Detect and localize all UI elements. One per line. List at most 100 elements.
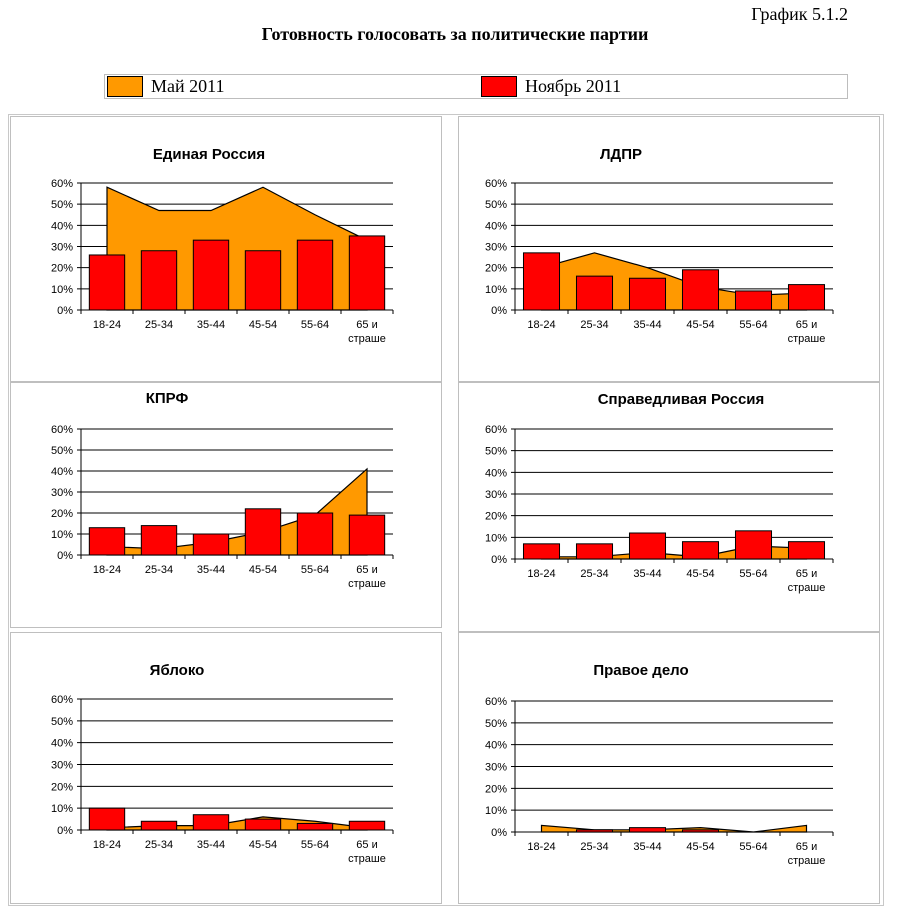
y-tick-label: 20% bbox=[485, 511, 507, 523]
chart-spravedlivaya-rossiya: Справедливая Россия 0% 10% 20% 30% 40% 50% 60% 1… bbox=[485, 391, 834, 594]
y-tick-label: 40% bbox=[51, 738, 73, 750]
y-tick-label: 50% bbox=[51, 445, 73, 457]
x-tick-label: 25-34 bbox=[580, 568, 608, 580]
bar-november-2011 bbox=[522, 252, 561, 311]
bar-november-2011 bbox=[296, 512, 334, 556]
x-tick-label: 35-44 bbox=[633, 568, 661, 580]
x-tick-label: 25-34 bbox=[145, 319, 173, 331]
chart-panel-ldpr: ЛДПР 0% 10% 20% 30% 40% 50% 60% 18-24 25-34 35-44 4… bbox=[458, 116, 880, 382]
y-tick-label: 10% bbox=[485, 284, 507, 296]
y-tick-label: 50% bbox=[485, 446, 507, 458]
y-tick-label: 20% bbox=[485, 263, 507, 275]
y-tick-label: 40% bbox=[485, 220, 507, 232]
y-tick-label: 30% bbox=[485, 242, 507, 254]
chart-title: Единая Россия bbox=[153, 146, 265, 163]
bar-november-2011 bbox=[192, 239, 230, 311]
x-tick-label: 65 и страше bbox=[348, 564, 386, 590]
y-tick-label: 40% bbox=[51, 220, 73, 232]
y-tick-label: 40% bbox=[51, 466, 73, 478]
chart-panel-yabloko: Яблоко 0% 10% 20% 30% 40% 50% 60% 18-24 25-34 35-4… bbox=[10, 632, 442, 904]
chart-panel-spravedlivaya-rossiya: Справедливая Россия 0% 10% 20% 30% 40% 50% 60% 1… bbox=[458, 382, 880, 632]
x-tick-label: 35-44 bbox=[197, 319, 225, 331]
legend-label-november: Ноябрь 2011 bbox=[525, 76, 622, 96]
y-tick-label: 30% bbox=[51, 760, 73, 772]
y-tick-label: 50% bbox=[485, 718, 507, 730]
bar-november-2011 bbox=[192, 533, 230, 556]
y-tick-label: 0% bbox=[57, 550, 73, 562]
y-tick-label: 10% bbox=[485, 532, 507, 544]
bar-november-2011 bbox=[348, 514, 386, 556]
x-tick-label: 35-44 bbox=[633, 319, 661, 331]
x-tick-label: 25-34 bbox=[145, 564, 173, 576]
x-tick-label: 45-54 bbox=[249, 319, 277, 331]
y-tick-label: 40% bbox=[485, 740, 507, 752]
x-tick-label: 65 и страше bbox=[788, 841, 826, 867]
x-tick-label: 45-54 bbox=[249, 839, 277, 851]
y-tick-label: 10% bbox=[51, 284, 73, 296]
figure-label: График 5.1.2 bbox=[751, 4, 848, 24]
chart-title: КПРФ bbox=[146, 390, 189, 407]
x-tick-label: 25-34 bbox=[145, 839, 173, 851]
y-tick-label: 40% bbox=[485, 467, 507, 479]
y-tick-label: 60% bbox=[51, 424, 73, 436]
x-tick-label: 25-34 bbox=[580, 841, 608, 853]
x-tick-label: 55-64 bbox=[739, 319, 767, 331]
y-tick-label: 20% bbox=[51, 263, 73, 275]
legend-label-may: Май 2011 bbox=[151, 76, 225, 96]
y-tick-label: 30% bbox=[51, 487, 73, 499]
y-tick-label: 50% bbox=[51, 199, 73, 211]
x-tick-label: 65 и страше bbox=[788, 319, 826, 345]
bar-november-2011 bbox=[88, 527, 126, 556]
x-tick-label: 55-64 bbox=[301, 319, 329, 331]
x-tick-label: 65 и страше bbox=[348, 839, 386, 865]
chart-kprf: КПРФ 0% 10% 20% 30% 40% 50% 60% 18-24 25-34 35-44 4… bbox=[51, 390, 394, 590]
y-tick-label: 0% bbox=[491, 554, 507, 566]
bar-november-2011 bbox=[88, 807, 126, 831]
bar-november-2011 bbox=[522, 543, 561, 560]
x-tick-label: 65 и страше bbox=[788, 568, 826, 594]
bar-november-2011 bbox=[734, 530, 773, 560]
y-tick-label: 60% bbox=[485, 178, 507, 190]
y-tick-label: 60% bbox=[51, 178, 73, 190]
chart-yabloko: Яблоко 0% 10% 20% 30% 40% 50% 60% 18-24 25-34 35-4… bbox=[51, 662, 394, 865]
chart-panel-edinaya-rossiya: Единая Россия 0% 10% 20% 30% 40% 50% 60% 18-24 25… bbox=[10, 116, 442, 382]
x-tick-label: 55-64 bbox=[739, 841, 767, 853]
x-tick-label: 18-24 bbox=[527, 319, 555, 331]
y-tick-label: 60% bbox=[485, 424, 507, 436]
y-tick-label: 30% bbox=[51, 242, 73, 254]
bar-november-2011 bbox=[628, 277, 667, 311]
page-title: Готовность голосовать за политические па… bbox=[261, 24, 649, 44]
chart-title: Правое дело bbox=[593, 662, 688, 679]
bar-november-2011 bbox=[244, 818, 282, 831]
bar-november-2011 bbox=[88, 254, 126, 311]
x-tick-label: 25-34 bbox=[580, 319, 608, 331]
x-tick-label: 18-24 bbox=[527, 841, 555, 853]
bar-november-2011 bbox=[244, 508, 282, 556]
x-tick-label: 55-64 bbox=[301, 839, 329, 851]
x-tick-label: 18-24 bbox=[527, 568, 555, 580]
chart-pravoe-delo: Правое дело 0% 10% 20% 30% 40% 50% 60% 18-24 25-3… bbox=[485, 662, 834, 867]
y-tick-label: 30% bbox=[485, 489, 507, 501]
bar-november-2011 bbox=[348, 235, 386, 311]
x-tick-label: 35-44 bbox=[197, 564, 225, 576]
chart-edinaya-rossiya: Единая Россия 0% 10% 20% 30% 40% 50% 60% 18-24 25… bbox=[51, 146, 394, 345]
chart-panel-kprf: КПРФ 0% 10% 20% 30% 40% 50% 60% 18-24 25-34 35-44 4… bbox=[10, 382, 442, 628]
x-tick-label: 45-54 bbox=[686, 568, 714, 580]
bar-november-2011 bbox=[575, 543, 614, 560]
x-tick-label: 45-54 bbox=[686, 319, 714, 331]
bar-november-2011 bbox=[192, 814, 230, 831]
y-tick-label: 0% bbox=[491, 827, 507, 839]
legend-swatch-may bbox=[107, 76, 143, 97]
y-tick-label: 10% bbox=[485, 805, 507, 817]
y-tick-label: 20% bbox=[51, 508, 73, 520]
bar-november-2011 bbox=[628, 532, 667, 560]
x-tick-label: 18-24 bbox=[93, 564, 121, 576]
bar-november-2011 bbox=[140, 250, 178, 311]
bar-november-2011 bbox=[734, 290, 773, 311]
bar-november-2011 bbox=[140, 525, 178, 556]
y-tick-label: 0% bbox=[57, 305, 73, 317]
chart-title: ЛДПР bbox=[600, 146, 642, 163]
x-tick-label: 45-54 bbox=[249, 564, 277, 576]
x-tick-label: 65 и страше bbox=[348, 319, 386, 345]
legend-item-may: Май 2011 bbox=[107, 75, 224, 98]
